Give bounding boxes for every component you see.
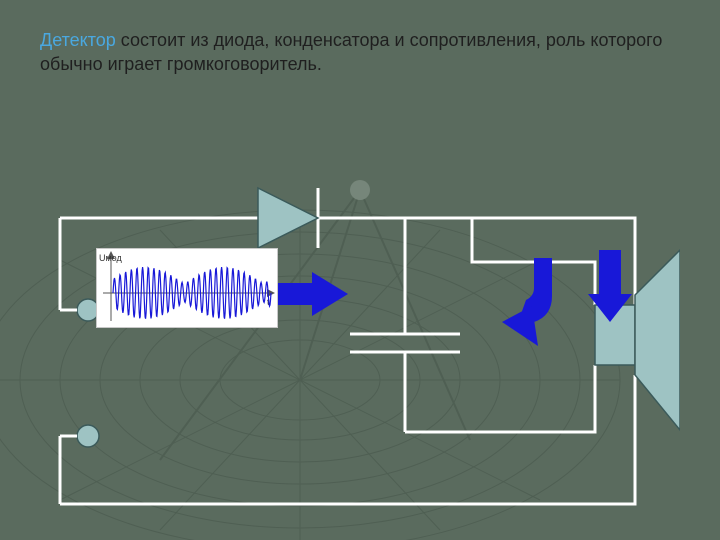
- circuit-wires: [60, 188, 635, 504]
- wave-y-label: Uмод: [99, 253, 122, 263]
- speaker-cone: [635, 250, 680, 430]
- diode-symbol: [258, 188, 318, 248]
- modulated-signal-inset: Uмод t: [96, 248, 278, 328]
- caption-text: Детектор состоит из диода, конденсатора …: [40, 28, 680, 77]
- caption-highlight: Детектор: [40, 30, 116, 50]
- input-terminal-bottom: [77, 425, 99, 447]
- caption-rest: состоит из диода, конденсатора и сопроти…: [40, 30, 662, 74]
- signal-flow-arrows: [260, 250, 632, 346]
